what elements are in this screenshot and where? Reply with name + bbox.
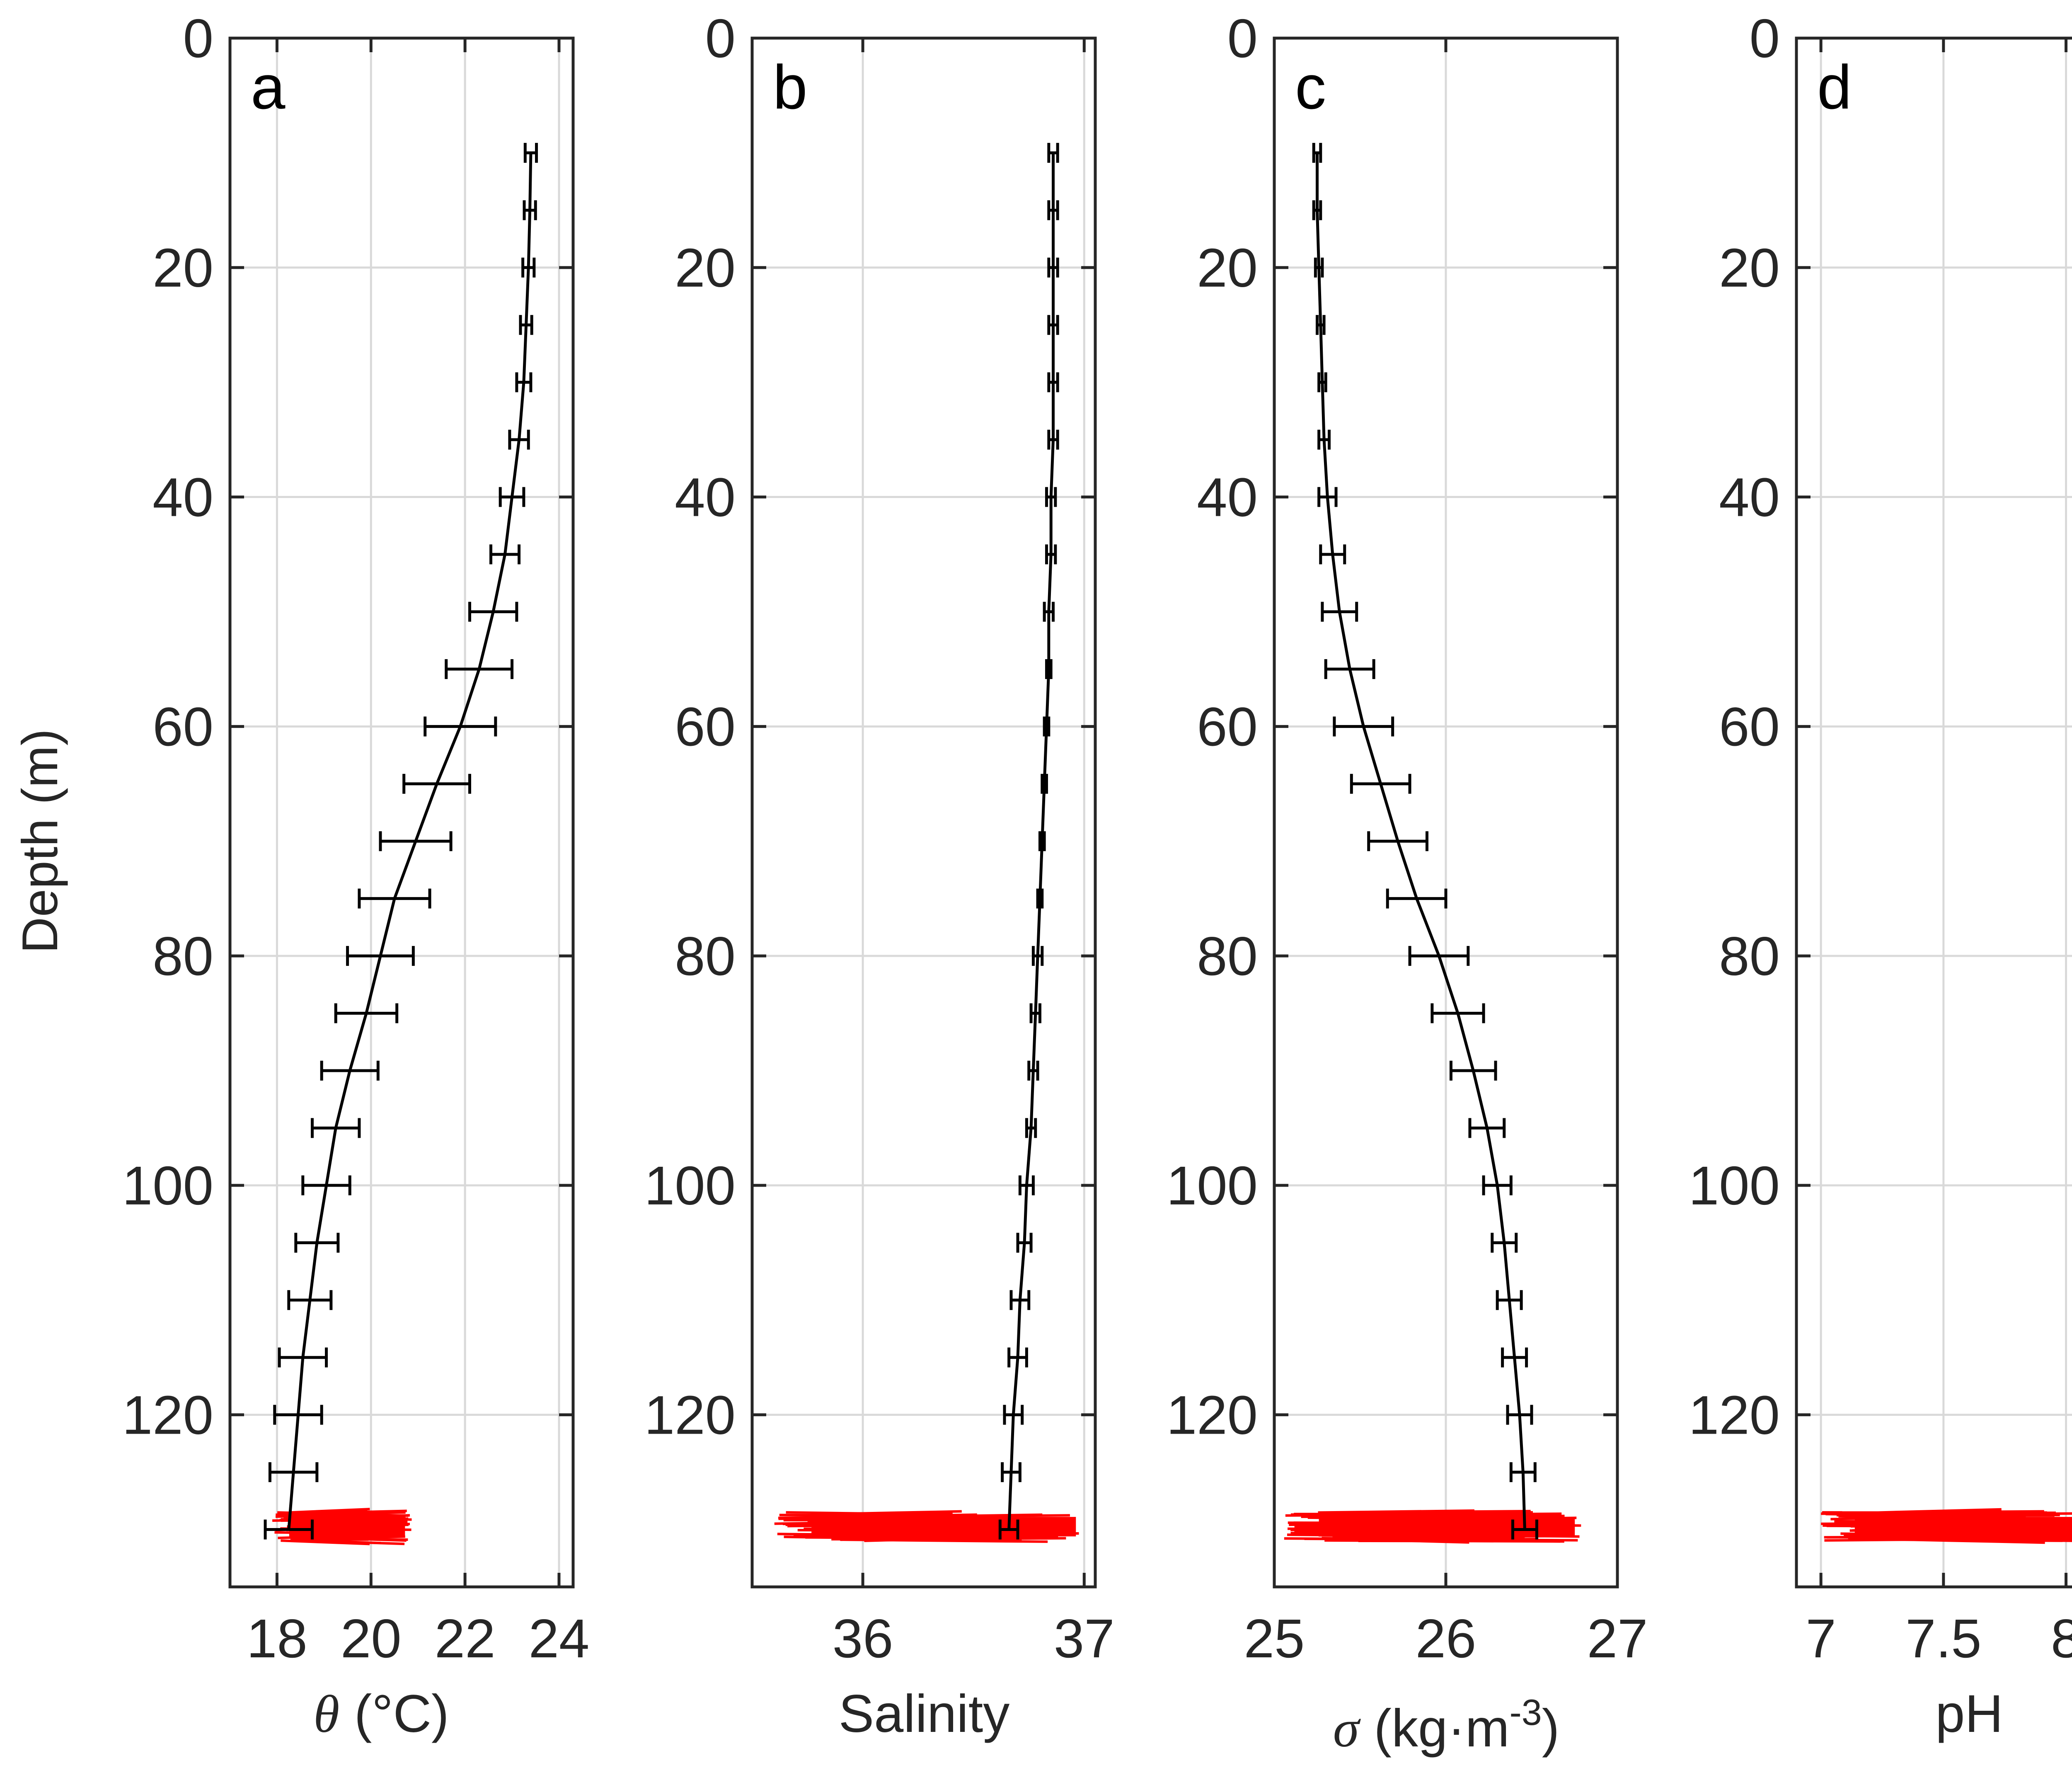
y-tick-label: 0 <box>1227 8 1258 69</box>
y-tick-label: 120 <box>1167 1385 1258 1446</box>
y-tick-label: 0 <box>1750 8 1780 69</box>
panel-c: c σ (kg·m-3) 0 20 40 60 80 100 120 25 26 27 <box>1167 8 1648 1758</box>
bottom-sample-band <box>1854 1517 2072 1537</box>
x-tick-label: 7.5 <box>1905 1608 1982 1669</box>
x-tick-label: 18 <box>247 1608 307 1669</box>
y-tick-label: 20 <box>152 237 213 298</box>
profile-line-b <box>1007 152 1055 1530</box>
x-tick-label: 20 <box>341 1608 402 1669</box>
axes-box-a <box>228 36 575 1589</box>
panel-letter-c: c <box>1295 52 1326 122</box>
y-tick-label: 80 <box>675 926 736 987</box>
y-axis-label: Depth (m) <box>12 729 68 953</box>
x-tick-label: 37 <box>1054 1608 1115 1669</box>
y-tick-label: 40 <box>675 467 736 528</box>
axes-box-b <box>750 36 1097 1589</box>
panel-letter-b: b <box>773 52 807 122</box>
axes-box-d <box>1795 36 2072 1589</box>
y-tick-label: 40 <box>152 467 213 528</box>
x-axis-label-b: Salinity <box>839 1684 1010 1744</box>
y-tick-label: 0 <box>705 8 736 69</box>
x-tick-label: 36 <box>833 1608 893 1669</box>
x-tick-label: 8 <box>2051 1608 2072 1669</box>
y-tick-label: 100 <box>122 1155 213 1216</box>
bottom-sample-line <box>1859 1510 1989 1515</box>
y-tick-label: 120 <box>122 1385 213 1446</box>
y-tick-label: 40 <box>1719 467 1780 528</box>
y-tick-label: 20 <box>675 237 736 298</box>
y-tick-label: 120 <box>1689 1385 1780 1446</box>
y-tick-label: 60 <box>1197 696 1258 757</box>
bottom-sample-line <box>290 1508 370 1514</box>
grid-c <box>1273 37 1619 1587</box>
y-tick-label: 60 <box>152 696 213 757</box>
bottom-sample-line <box>784 1536 988 1541</box>
bottom-samples-a <box>272 1508 412 1545</box>
x-tick-label: 25 <box>1244 1608 1305 1669</box>
bottom-sample-band <box>811 1517 1076 1537</box>
y-tick-label: 60 <box>675 696 736 757</box>
bottom-sample-band <box>289 1517 405 1537</box>
panel-letter-a: a <box>251 52 286 122</box>
error-bar <box>1047 143 1059 163</box>
panel-d: d pH 0 20 40 60 80 100 120 7 7.5 8 <box>1689 8 2072 1744</box>
y-tick-label: 20 <box>1197 237 1258 298</box>
x-axis-label-a: θ (°C) <box>313 1684 449 1744</box>
x-tick-label: 24 <box>529 1608 590 1669</box>
panel-b: b Salinity 0 20 40 60 80 100 120 36 37 <box>644 8 1115 1744</box>
bottom-sample-line <box>1323 1514 1486 1518</box>
y-tick-label: 100 <box>1689 1155 1780 1216</box>
y-tick-label: 20 <box>1719 237 1780 298</box>
profile-line-c <box>1316 152 1526 1530</box>
x-tick-label: 27 <box>1587 1608 1648 1669</box>
grid-d <box>1796 37 2072 1587</box>
bottom-sample-line <box>289 1511 377 1516</box>
panel-letter-d: d <box>1817 52 1852 122</box>
y-tick-label: 80 <box>152 926 213 987</box>
panel-a: a θ (°C) 0 20 40 60 80 100 120 18 20 22 24 <box>122 8 590 1744</box>
y-tick-label: 120 <box>644 1385 736 1446</box>
x-tick-label: 22 <box>435 1608 496 1669</box>
y-tick-label: 0 <box>183 8 213 69</box>
bottom-sample-line <box>1344 1535 1527 1541</box>
x-tick-label: 7 <box>1806 1608 1836 1669</box>
y-tick-label: 60 <box>1719 696 1780 757</box>
y-tick-label: 40 <box>1197 467 1258 528</box>
grid-b <box>752 37 1095 1587</box>
error-bar <box>1312 143 1322 163</box>
bottom-sample-line <box>290 1538 381 1545</box>
y-tick-label: 80 <box>1197 926 1258 987</box>
y-tick-label: 100 <box>644 1155 736 1216</box>
bottom-sample-line <box>1892 1538 2045 1544</box>
x-axis-label-c: σ (kg·m-3) <box>1333 1692 1560 1758</box>
profile-line-a <box>287 152 533 1530</box>
bottom-samples-b <box>774 1510 1079 1543</box>
bottom-sample-line <box>303 1535 406 1541</box>
error-bar <box>523 143 538 163</box>
bottom-sample-band <box>1319 1517 1575 1537</box>
x-tick-label: 26 <box>1416 1608 1477 1669</box>
bottom-samples-d <box>1821 1508 2072 1544</box>
x-axis-label-d: pH <box>1935 1684 2003 1744</box>
y-tick-label: 100 <box>1167 1155 1258 1216</box>
bottom-sample-line <box>1825 1513 2026 1518</box>
y-tick-label: 80 <box>1719 926 1780 987</box>
